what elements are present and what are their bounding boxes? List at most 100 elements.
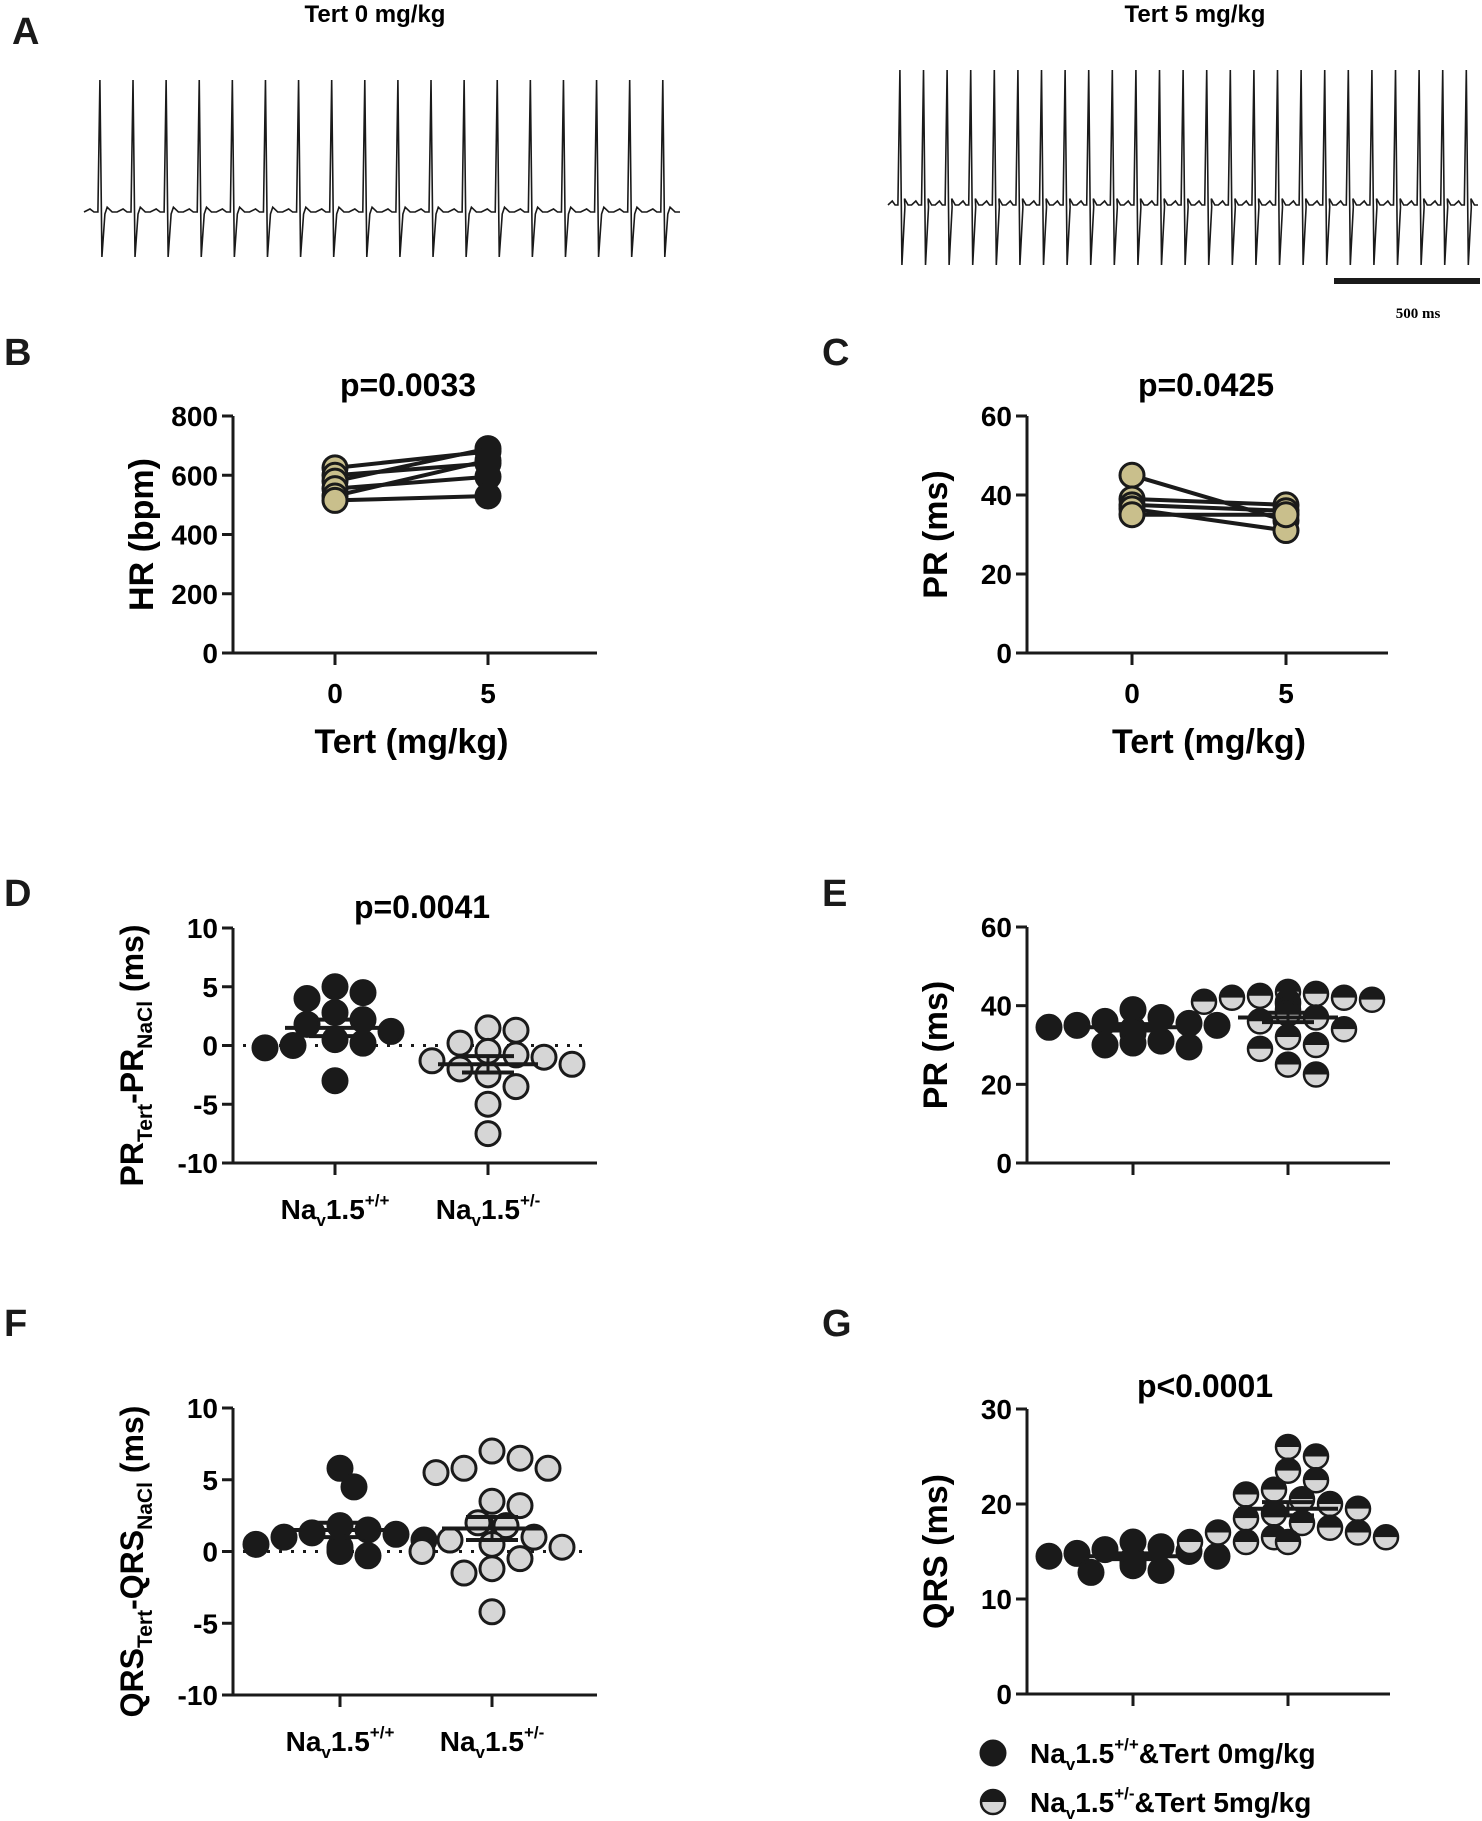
data-point [502,1073,530,1101]
data-point [474,446,502,474]
panel-letter-e: E [822,873,847,915]
y-tick-label: 600 [171,460,218,491]
data-point [1246,982,1274,1010]
panel-a: Tert 0 mg/kg Tert 5 mg/kg 500 ms [83,1,1480,322]
ecg-trace-tert-0 [83,79,680,258]
data-point [1246,1035,1274,1063]
data-point [1344,1519,1372,1546]
data-point [478,1487,506,1515]
data-point [1316,1514,1344,1541]
data-point [1118,501,1146,529]
x-axis-label: Tert (mg/kg) [315,723,509,761]
y-axis-label: PR (ms) [917,981,955,1109]
x-tick-label: 0 [1124,678,1140,709]
data-point [326,1538,354,1565]
data-point [1302,1061,1330,1088]
data-point [382,1520,410,1548]
y-tick-label: 20 [981,1069,1012,1100]
data-point [1316,1490,1344,1518]
y-tick-label: 0 [996,1148,1012,1179]
paired-line [1131,506,1287,533]
data-point [506,1492,534,1520]
data-point [474,1090,502,1118]
y-tick-label: 0 [202,1031,218,1062]
panel-letter-g: G [822,1303,852,1345]
data-point [1274,1023,1302,1051]
scale-bar-label: 500 ms [1396,306,1441,322]
y-axis-label: PRTert-PRNaCl (ms) [114,925,157,1187]
y-tick-label: 0 [202,638,218,669]
paired-line [334,493,489,503]
panel-letter-c: C [822,332,849,374]
paired-line [334,474,489,491]
data-point [1232,1481,1260,1508]
panel-b-hr-chart: 0 200 400 600 800 p=0.0033 0 5 Tert (mg/kg) HR (b… [123,367,597,761]
paired-line [334,458,489,498]
data-point [340,1473,368,1501]
data-point [1203,1542,1231,1570]
data-point [1147,1027,1175,1055]
y-tick-label: 10 [187,913,218,944]
x-tick-label: 0 [327,678,343,709]
panel-e-pr-chart: 0 20 40 60 PR (ms) [917,912,1390,1179]
data-point [478,1437,506,1465]
data-point [474,482,502,510]
data-point [1330,1016,1358,1043]
y-tick-label: 20 [981,559,1012,590]
panel-letter-a: A [12,11,39,53]
paired-line [1131,502,1287,513]
data-point [558,1050,586,1078]
paired-line [1131,496,1287,507]
data-point [1274,1528,1302,1556]
y-axis-label: QRSTert-QRSNaCl (ms) [114,1406,157,1718]
data-point [1091,1031,1119,1059]
data-point [492,1512,520,1540]
y-tick-label: 60 [981,912,1012,943]
data-point [1203,1011,1231,1039]
data-point [464,1509,492,1537]
legend-label-1: Nav1.5+/-&Tert 5mg/kg [1030,1784,1311,1821]
data-point [1063,1539,1091,1567]
y-tick-label: 400 [171,520,218,551]
panel-c-pr-chart: 0 20 40 60 p=0.0425 0 5 Tert (mg/kg) PR (ms) [917,367,1388,761]
data-point [293,985,321,1012]
y-tick-label: 10 [981,1584,1012,1615]
data-point [242,1530,270,1558]
y-tick-label: 30 [981,1394,1012,1425]
paired-line [334,446,489,484]
x-tick-label-het: Nav1.5+/- [436,1191,541,1230]
data-point [436,1526,464,1554]
data-point [418,1047,446,1075]
data-point [520,1523,548,1551]
data-point [1302,1467,1330,1494]
panel-d-delta-pr-chart: -10 -5 0 5 10 p=0.0041 Nav1.5+/+ Nav1.5+/- PRTer… [114,889,597,1230]
y-axis-label: QRS (ms) [917,1474,955,1629]
data-point [321,486,349,514]
data-point [1035,1013,1063,1041]
data-point [321,973,349,1001]
panel-letter-b: B [4,332,31,374]
data-point [979,1739,1007,1767]
ecg-trace-tert-5 [887,69,1478,266]
y-tick-label: -5 [193,1608,218,1639]
trace-left-title: Tert 0 mg/kg [305,1,446,28]
chart-title: p=0.0033 [340,367,476,403]
data-point [450,1559,478,1587]
data-point [1218,984,1246,1012]
data-point [1330,984,1358,1012]
x-tick-label-wt: Nav1.5+/+ [281,1191,390,1230]
data-point [1358,986,1386,1014]
x-tick-label-wt: Nav1.5+/+ [286,1723,395,1762]
data-point [422,1459,450,1487]
panel-g-qrs-chart: 0 10 20 30 p<0.0001 QRS (ms) [917,1368,1400,1710]
data-point [506,1444,534,1472]
data-point [408,1538,436,1565]
y-tick-label: 10 [187,1393,218,1424]
y-tick-label: -5 [193,1089,218,1120]
y-tick-label: 200 [171,579,218,610]
y-tick-label: -10 [178,1680,218,1711]
panel-f-delta-qrs-chart: -10 -5 0 5 10 Nav1.5+/+ Nav1.5+/- QRSTert-QRSNa… [114,1393,597,1762]
data-point [1035,1542,1063,1570]
data-point [506,1545,534,1573]
